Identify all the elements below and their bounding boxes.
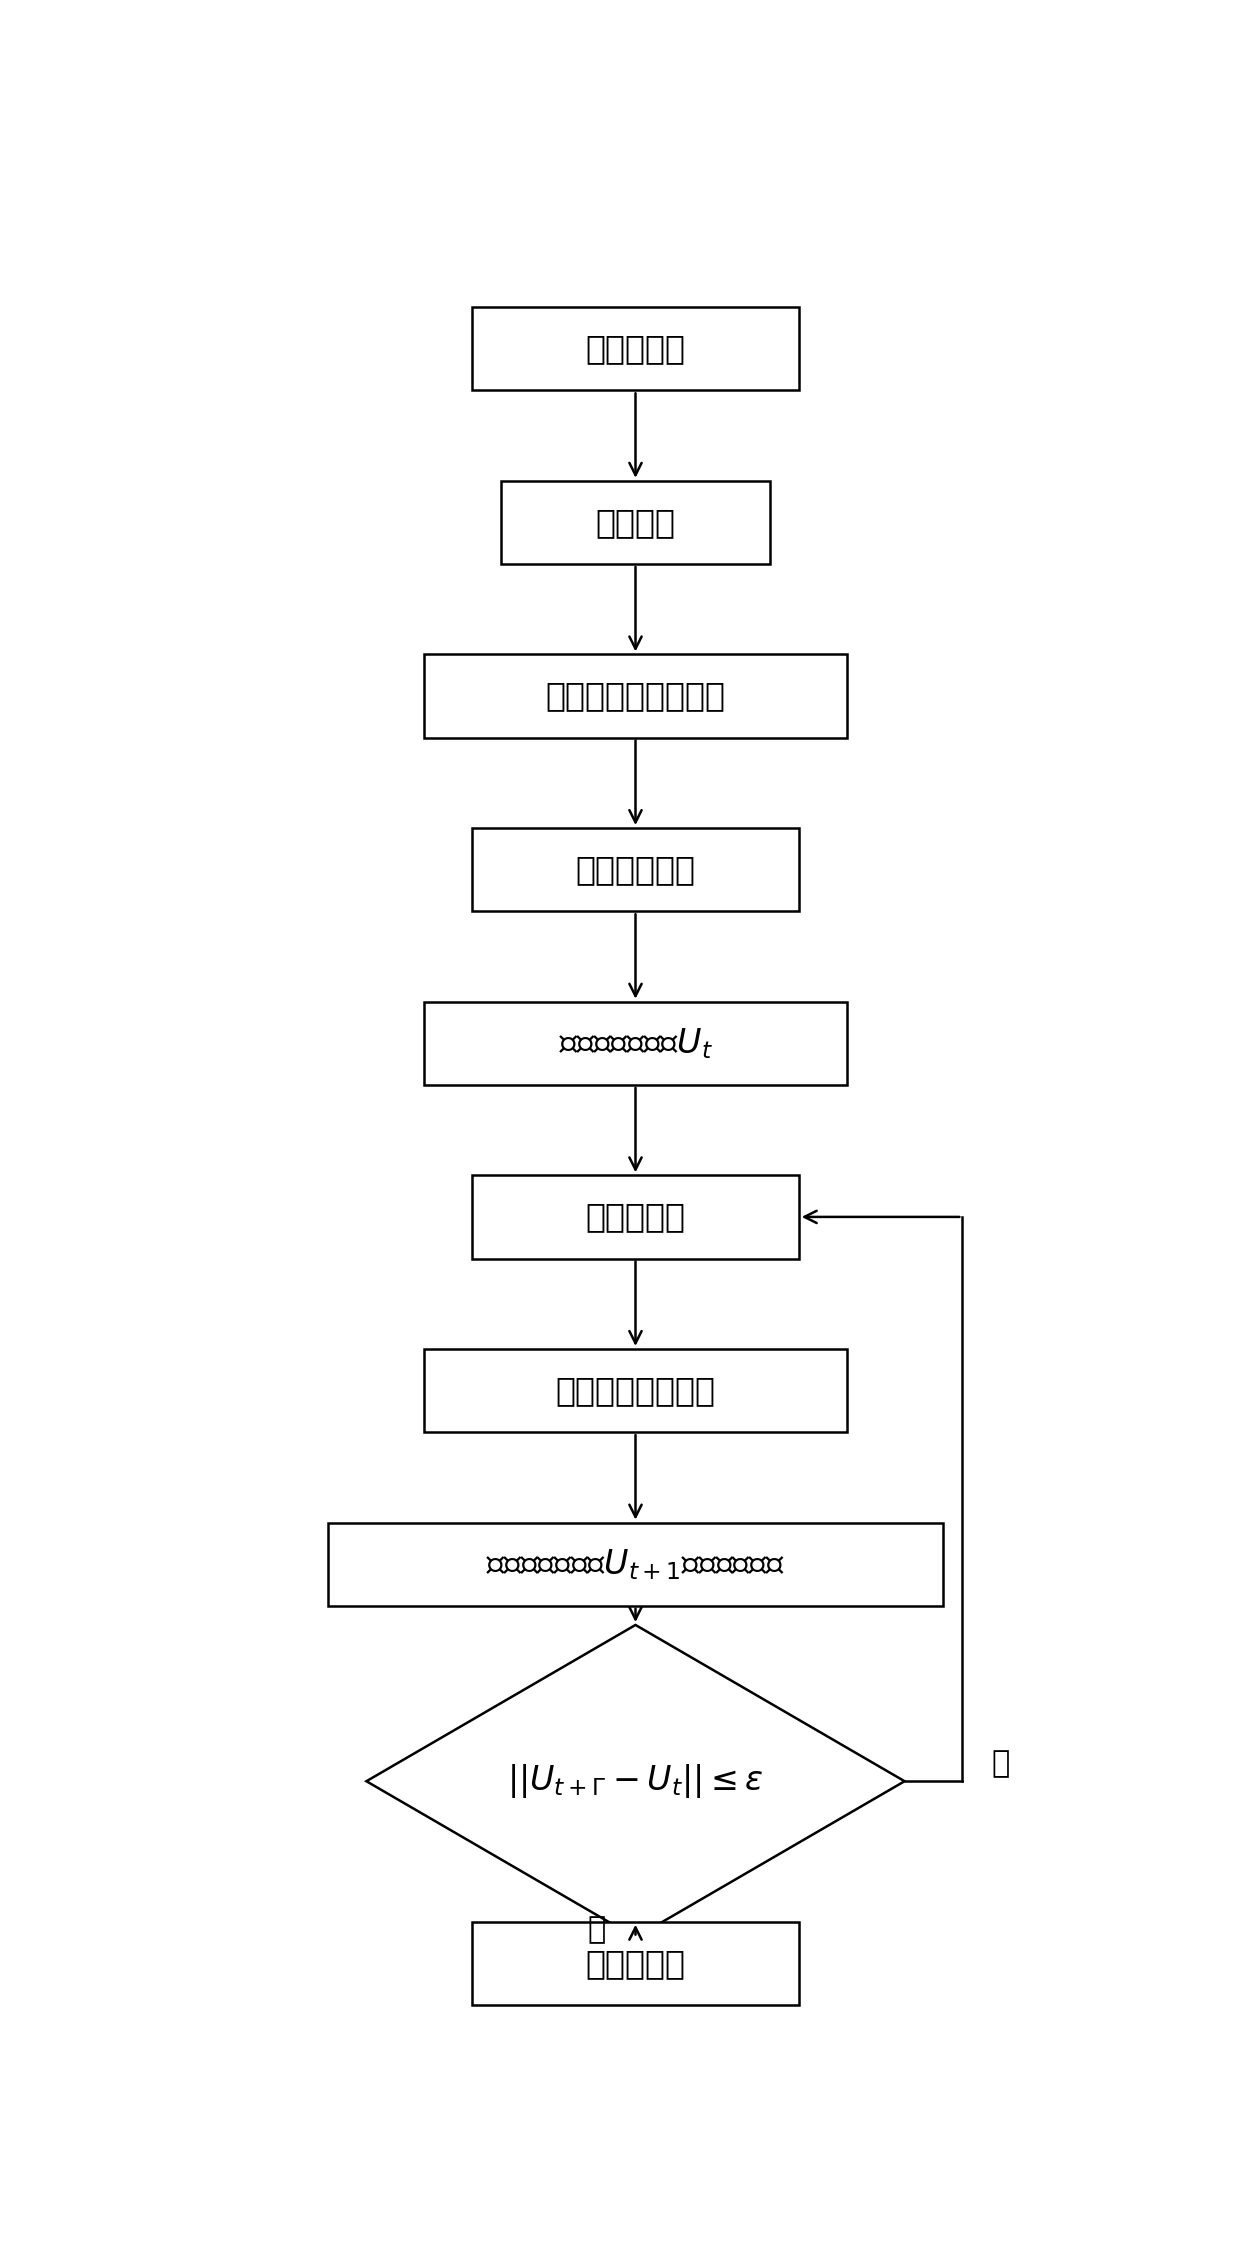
FancyBboxPatch shape — [501, 480, 770, 564]
FancyBboxPatch shape — [472, 1175, 799, 1258]
Text: 否: 否 — [992, 1750, 1009, 1779]
FancyBboxPatch shape — [472, 828, 799, 911]
Text: 是: 是 — [588, 1914, 606, 1944]
Text: 测量值分组: 测量值分组 — [585, 331, 686, 365]
Text: 更新隶属度矩阵$U_{t+1}$和集群的中心: 更新隶属度矩阵$U_{t+1}$和集群的中心 — [486, 1547, 785, 1581]
Polygon shape — [367, 1626, 905, 1937]
Text: 进行解模糊: 进行解模糊 — [585, 1200, 686, 1233]
Text: 估计组中目标的数量: 估计组中目标的数量 — [546, 679, 725, 713]
Text: 去除杂波: 去除杂波 — [595, 505, 676, 539]
FancyBboxPatch shape — [327, 1522, 944, 1606]
Text: 估计集群的完整性: 估计集群的完整性 — [556, 1373, 715, 1407]
FancyBboxPatch shape — [424, 654, 847, 737]
Text: 选择初始中心: 选择初始中心 — [575, 852, 696, 886]
FancyBboxPatch shape — [424, 1348, 847, 1432]
Text: 进行解模糊: 进行解模糊 — [585, 1946, 686, 1980]
Text: 计算隶属度矩阵$U_t$: 计算隶属度矩阵$U_t$ — [558, 1026, 713, 1060]
Text: $||U_{t+\Gamma}-U_t|| \leq \varepsilon$: $||U_{t+\Gamma}-U_t|| \leq \varepsilon$ — [507, 1761, 764, 1799]
FancyBboxPatch shape — [472, 307, 799, 390]
FancyBboxPatch shape — [424, 1001, 847, 1085]
FancyBboxPatch shape — [472, 1921, 799, 2005]
